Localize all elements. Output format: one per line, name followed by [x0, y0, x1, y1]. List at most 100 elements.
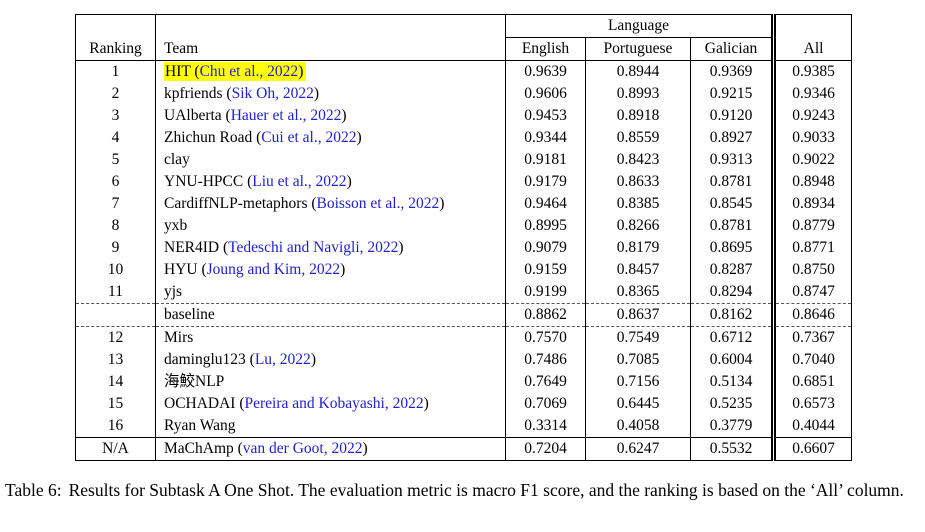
all-score-cell: 0.8750 [771, 259, 852, 281]
all-score-cell: 0.4044 [771, 415, 852, 438]
ranking-cell [75, 303, 156, 327]
team-name: baseline [164, 306, 215, 323]
table-row: N/A MaChAmp (van der Goot, 2022) 0.7204 … [75, 437, 852, 461]
citation-link[interactable]: Chu et al., 2022 [199, 63, 299, 80]
team-name-text: yjs [164, 283, 183, 300]
all-score-cell: 0.9022 [771, 149, 852, 171]
citation-link[interactable]: Cui et al., 2022 [261, 129, 357, 146]
galician-score-cell: 0.9313 [690, 149, 775, 171]
all-score-cell: 0.8779 [771, 215, 852, 237]
citation-link[interactable]: Boisson et al., 2022 [316, 195, 440, 212]
portuguese-score-cell: 0.8918 [585, 105, 691, 127]
english-score-cell: 0.9199 [505, 281, 586, 304]
team-name: YNU-HPCC (Liu et al., 2022) [164, 173, 352, 190]
team-cell: NER4ID (Tedeschi and Navigli, 2022) [155, 237, 506, 259]
team-cell: yxb [155, 215, 506, 237]
table-caption: Table 6: Results for Subtask A One Shot. … [5, 477, 922, 504]
all-score-cell: 0.8948 [771, 171, 852, 193]
team-cell: MaChAmp (van der Goot, 2022) [155, 437, 506, 461]
english-score-cell: 0.9179 [505, 171, 586, 193]
english-score-cell: 0.9464 [505, 193, 586, 215]
portuguese-score-cell: 0.8633 [585, 171, 691, 193]
portuguese-score-cell: 0.8944 [585, 60, 691, 83]
team-name-text: Mirs [164, 329, 194, 346]
galician-score-cell: 0.9369 [690, 60, 775, 83]
team-name: CardiffNLP-metaphors (Boisson et al., 20… [164, 195, 444, 212]
column-header-all: All [771, 14, 852, 61]
table-row: 12 Mirs 0.7570 0.7549 0.6712 0.7367 [75, 326, 852, 349]
citation-link[interactable]: Tedeschi and Navigli, 2022 [228, 239, 399, 256]
galician-score-cell: 0.8781 [690, 171, 775, 193]
portuguese-score-cell: 0.7085 [585, 349, 691, 371]
team-name: NER4ID (Tedeschi and Navigli, 2022) [164, 239, 404, 256]
team-name-text: yxb [164, 217, 188, 234]
table-row: 13 daminglu123 (Lu, 2022) 0.7486 0.7085 … [75, 349, 852, 371]
ranking-cell: 10 [75, 259, 156, 281]
team-name-text: UAlberta ( [164, 107, 231, 124]
team-name-text: OCHADAI ( [164, 395, 245, 412]
team-name-text: HYU ( [164, 261, 207, 278]
table-row: 10 HYU (Joung and Kim, 2022) 0.9159 0.84… [75, 259, 852, 281]
portuguese-score-cell: 0.8365 [585, 281, 691, 304]
english-score-cell: 0.7570 [505, 326, 586, 349]
citation-link[interactable]: Hauer et al., 2022 [230, 107, 342, 124]
galician-score-cell: 0.8781 [690, 215, 775, 237]
portuguese-score-cell: 0.7549 [585, 326, 691, 349]
team-name: Ryan Wang [164, 417, 235, 434]
citation-link[interactable]: Joung and Kim, 2022 [206, 261, 341, 278]
ranking-cell: 15 [75, 393, 156, 415]
all-score-cell: 0.8771 [771, 237, 852, 259]
citation-link[interactable]: Sik Oh, 2022 [231, 85, 314, 102]
ranking-cell: 6 [75, 171, 156, 193]
column-header-english: English [505, 37, 586, 61]
all-score-cell: 0.9385 [771, 60, 852, 83]
all-score-cell: 0.9033 [771, 127, 852, 149]
portuguese-score-cell: 0.4058 [585, 415, 691, 438]
ranking-cell: 4 [75, 127, 156, 149]
column-header-ranking: Ranking [75, 14, 156, 61]
portuguese-score-cell: 0.8993 [585, 83, 691, 105]
ranking-cell: 12 [75, 326, 156, 349]
english-score-cell: 0.8995 [505, 215, 586, 237]
team-name-suffix: ) [346, 173, 352, 190]
ranking-cell: 14 [75, 371, 156, 393]
team-name-suffix: ) [340, 261, 346, 278]
citation-link[interactable]: Liu et al., 2022 [252, 173, 347, 190]
citation-link[interactable]: Pereira and Kobayashi, 2022 [244, 395, 424, 412]
galician-score-cell: 0.5134 [690, 371, 775, 393]
all-score-cell: 0.6573 [771, 393, 852, 415]
all-score-cell: 0.6607 [771, 437, 852, 461]
team-cell: OCHADAI (Pereira and Kobayashi, 2022) [155, 393, 506, 415]
team-name-text: clay [164, 151, 190, 168]
english-score-cell: 0.9344 [505, 127, 586, 149]
team-name-suffix: ) [398, 239, 404, 256]
english-score-cell: 0.8862 [505, 303, 586, 327]
citation-link[interactable]: van der Goot, 2022 [242, 440, 363, 457]
galician-score-cell: 0.6004 [690, 349, 775, 371]
citation-link[interactable]: Lu, 2022 [254, 351, 311, 368]
team-name: yjs [164, 283, 182, 300]
portuguese-score-cell: 0.8457 [585, 259, 691, 281]
portuguese-score-cell: 0.8559 [585, 127, 691, 149]
table-row: 8 yxb 0.8995 0.8266 0.8781 0.8779 [75, 215, 852, 237]
table-row: 14 海鮫NLP 0.7649 0.7156 0.5134 0.6851 [75, 371, 852, 393]
table-row: 4 Zhichun Road (Cui et al., 2022) 0.9344… [75, 127, 852, 149]
team-name: HYU (Joung and Kim, 2022) [164, 261, 345, 278]
team-name-suffix: ) [356, 129, 362, 146]
all-score-cell: 0.8934 [771, 193, 852, 215]
team-name-text: HIT ( [165, 63, 200, 80]
table-header: Ranking Team Language All English Portug… [75, 14, 852, 61]
team-name-suffix: ) [298, 63, 304, 80]
column-header-galician: Galician [690, 37, 775, 61]
ranking-cell: 2 [75, 83, 156, 105]
column-header-portuguese: Portuguese [585, 37, 691, 61]
ranking-cell: 5 [75, 149, 156, 171]
team-cell: Zhichun Road (Cui et al., 2022) [155, 127, 506, 149]
table-row: baseline 0.8862 0.8637 0.8162 0.8646 [75, 303, 852, 327]
portuguese-score-cell: 0.8266 [585, 215, 691, 237]
ranking-cell: 11 [75, 281, 156, 304]
ranking-cell: 9 [75, 237, 156, 259]
group-header-language: Language [505, 14, 775, 38]
team-cell: HYU (Joung and Kim, 2022) [155, 259, 506, 281]
